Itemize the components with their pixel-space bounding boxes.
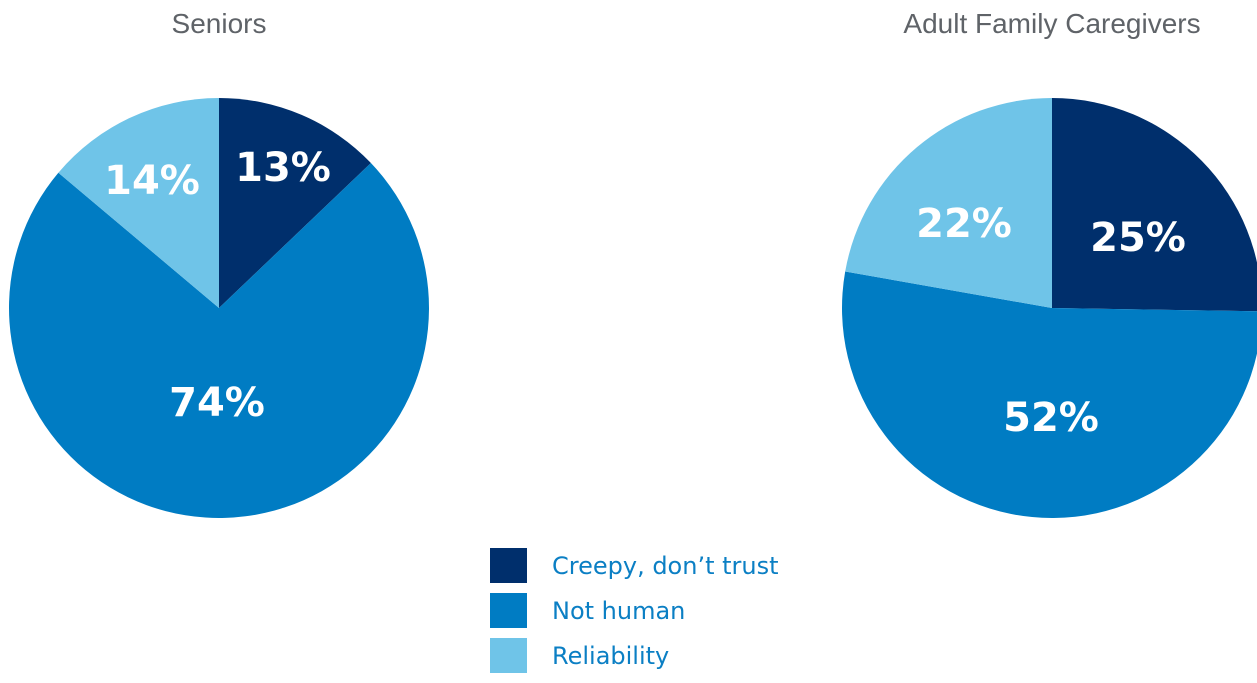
legend-label-not-human: Not human [552, 596, 686, 625]
seniors-label-reliability: 14% [104, 158, 200, 204]
seniors-chart-title: Seniors [171, 8, 267, 39]
caregivers-label-creepy-don-t-trust: 25% [1090, 215, 1186, 261]
legend-item-reliability: Reliability [490, 638, 779, 673]
seniors-label-creepy-don-t-trust: 13% [235, 145, 331, 191]
seniors-slice-reliability [58, 98, 220, 308]
caregivers-slice-reliability [845, 98, 1052, 308]
seniors-slice-not-human [9, 163, 430, 519]
legend-item-creepy: Creepy, don’t trust [490, 548, 779, 583]
legend-label-creepy: Creepy, don’t trust [552, 551, 779, 580]
caregivers-slice-not-human [841, 271, 1257, 518]
legend-item-not-human: Not human [490, 593, 779, 628]
legend-swatch-not-human [490, 593, 527, 628]
caregivers-slice-creepy-don-t-trust [1052, 98, 1257, 312]
seniors-slice-creepy-don-t-trust [219, 98, 371, 308]
legend-swatch-creepy [490, 548, 527, 583]
caregivers-label-not-human: 52% [1003, 395, 1099, 441]
legend-swatch-reliability [490, 638, 527, 673]
caregivers-chart-title: Adult Family Caregivers [903, 8, 1201, 39]
legend-label-reliability: Reliability [552, 641, 670, 670]
caregivers-label-reliability: 22% [916, 201, 1012, 247]
seniors-label-not-human: 74% [169, 380, 265, 426]
legend: Creepy, don’t trust Not human Reliabilit… [490, 548, 779, 683]
